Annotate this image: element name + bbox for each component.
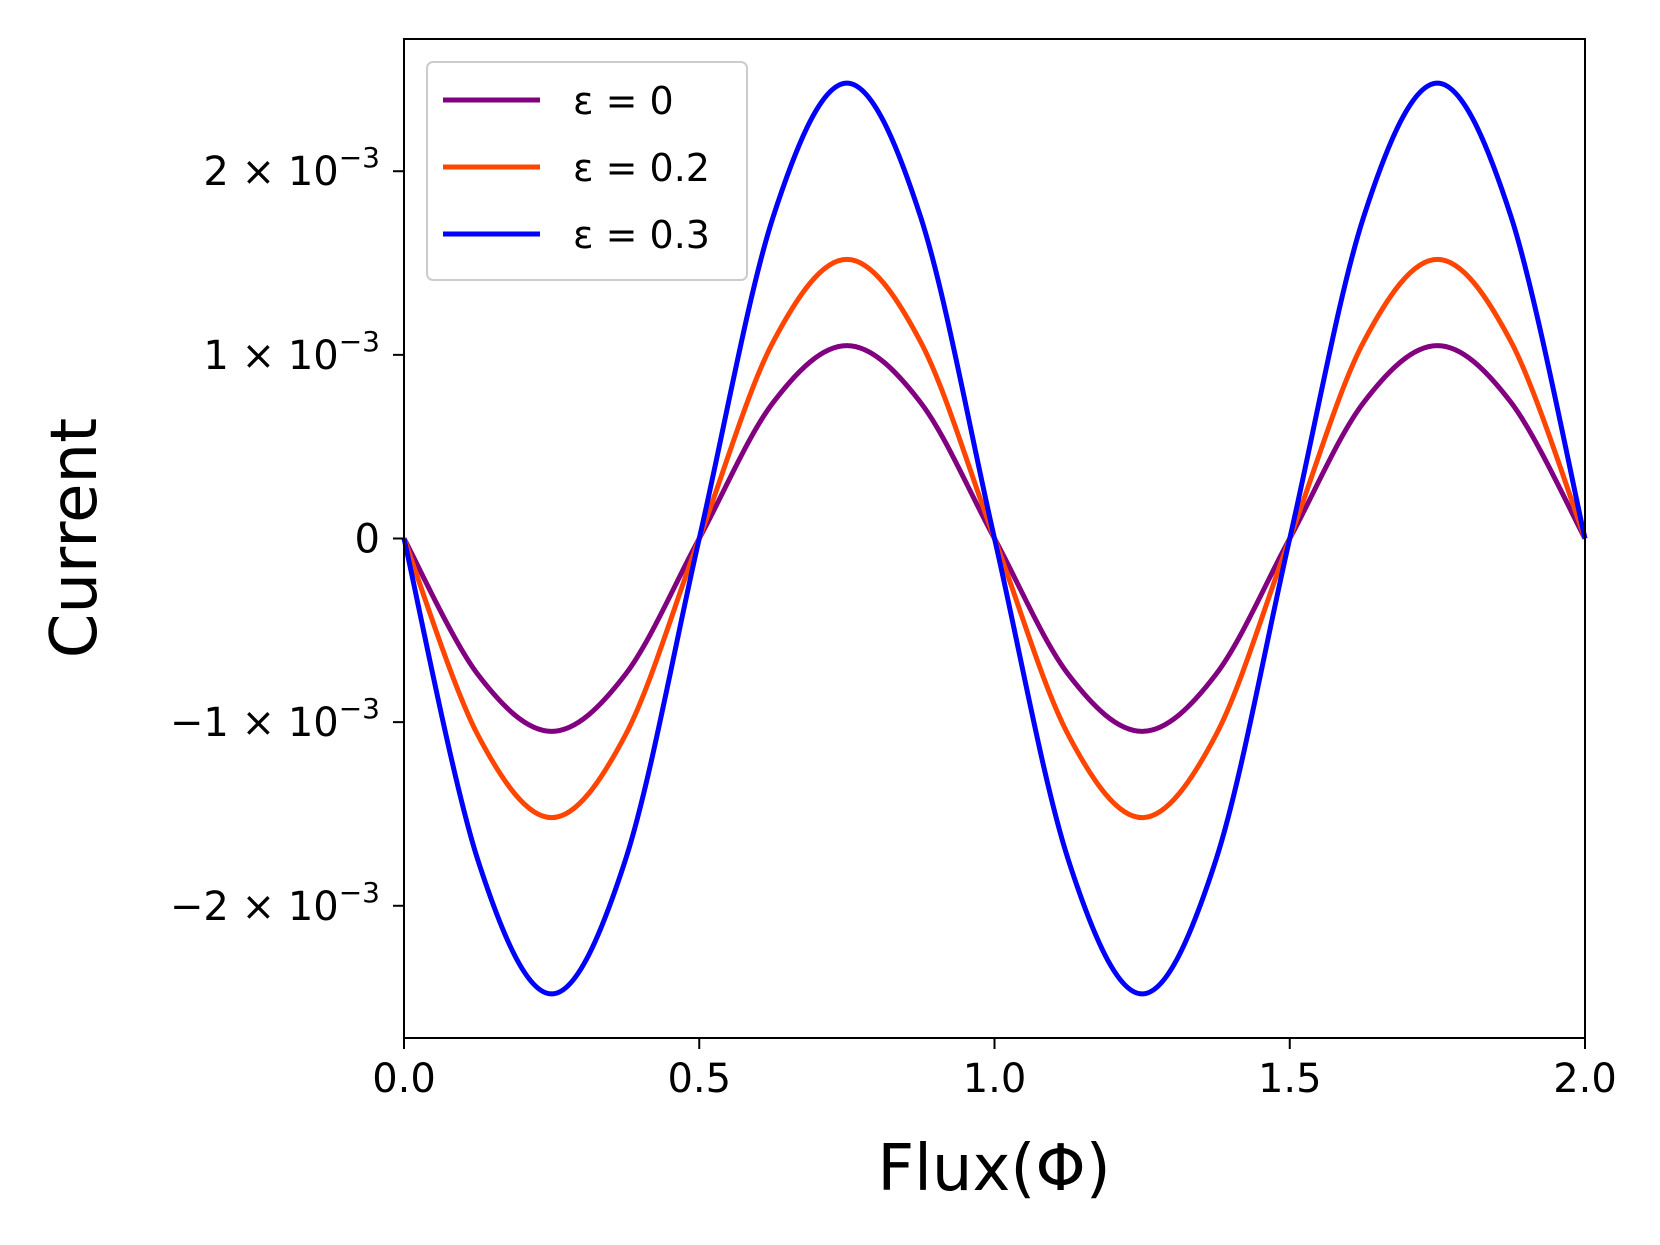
legend: ε = 0 ε = 0.2 ε = 0.3 [426, 61, 748, 281]
y-axis-ticks: 2 × 10−3 1 × 10−3 0 −1 × 10−3 −2 × 10−3 [170, 141, 404, 930]
x-axis-ticks: 0.0 0.5 1.0 1.5 2.0 [372, 1038, 1617, 1102]
y-tick-label: 2 × 10−3 [203, 141, 380, 195]
x-tick-label: 0.0 [372, 1056, 436, 1102]
x-tick-label: 0.5 [667, 1056, 731, 1102]
series-layer [401, 80, 1588, 997]
y-tick-label: 0 [355, 517, 380, 563]
x-tick-label: 2.0 [1553, 1056, 1617, 1102]
legend-label-2: ε = 0.3 [573, 213, 710, 257]
y-tick-label: 1 × 10−3 [203, 325, 380, 379]
x-tick-label: 1.5 [1258, 1056, 1322, 1102]
y-tick-label: −2 × 10−3 [170, 876, 380, 930]
y-tick-label: −1 × 10−3 [170, 692, 380, 746]
x-tick-label: 1.0 [963, 1056, 1027, 1102]
x-axis-title: Flux(Φ) [877, 1132, 1110, 1206]
legend-label-1: ε = 0.2 [573, 146, 710, 190]
y-axis-title: Current [38, 418, 112, 658]
series-line-2 [401, 80, 1588, 997]
legend-label-0: ε = 0 [573, 79, 674, 123]
legend-box [426, 61, 748, 281]
